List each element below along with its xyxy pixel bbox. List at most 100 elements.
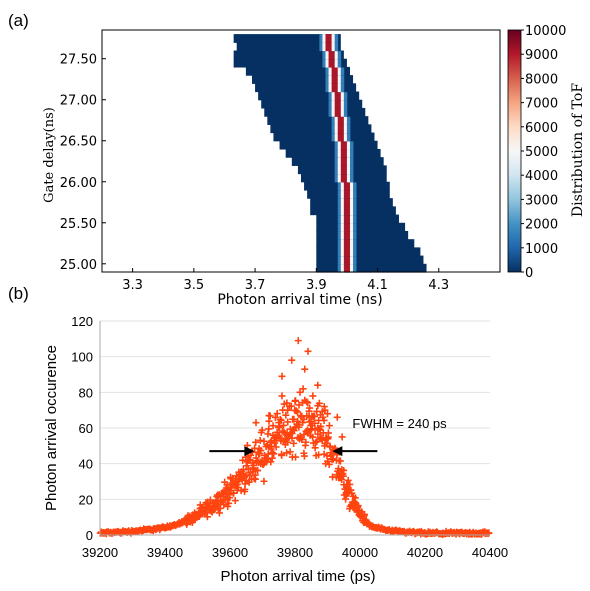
heatmap-cell — [353, 222, 357, 232]
scatter-point — [312, 438, 320, 446]
y-tick-label: 25.00 — [60, 258, 97, 273]
panel-a-x-ticks: 3.3 3.5 3.7 3.9 4.1 4.3 — [122, 268, 449, 293]
scatter-point — [276, 422, 284, 430]
heatmap-background-cell — [285, 148, 381, 158]
heatmap-cell — [343, 157, 348, 166]
scatter-point — [291, 397, 299, 405]
heatmap-cell — [322, 50, 326, 60]
scatter-point — [294, 408, 302, 416]
x-tick-label: 3.3 — [122, 278, 143, 293]
heatmap-cell — [343, 181, 348, 191]
scatter-point — [259, 461, 267, 469]
heatmap-cell — [337, 189, 342, 199]
heatmap-cell — [328, 107, 333, 117]
heatmap-row — [258, 91, 360, 101]
heatmap-cell — [337, 140, 342, 150]
colorbar-tick-label: 2000 — [525, 218, 558, 233]
scatter-point — [252, 438, 260, 446]
scatter-point — [344, 476, 352, 484]
heatmap-row — [316, 230, 409, 240]
panel-b-y-ticks: 0 20 40 60 80 100 120 — [71, 314, 93, 543]
y-tick-label: 0 — [86, 528, 93, 543]
y-tick-label: 40 — [79, 457, 93, 472]
scatter-point — [333, 413, 341, 421]
scatter-point — [264, 430, 272, 438]
scatter-point — [304, 347, 312, 355]
colorbar-tick-label: 4000 — [525, 169, 558, 184]
heatmap-cell — [346, 116, 351, 125]
heatmap-cell — [349, 263, 354, 273]
heatmap-row — [245, 66, 350, 76]
panel-b-y-axis-label: Photon arrival occurence — [43, 345, 60, 511]
heatmap-background-cell — [316, 263, 427, 273]
scatter-point — [220, 501, 228, 509]
heatmap-row — [316, 214, 399, 224]
heatmap-background-cell — [316, 239, 415, 248]
x-tick-label: 4.3 — [428, 278, 449, 293]
scatter-point — [252, 419, 260, 427]
scatter-point — [271, 413, 279, 421]
scatter-point — [256, 436, 264, 444]
heatmap-cell — [349, 165, 354, 175]
scatter-point — [233, 480, 241, 488]
heatmap-cell — [343, 124, 348, 134]
scatter-point — [342, 495, 350, 503]
y-tick-label: 27.00 — [60, 94, 97, 109]
x-tick-label: 39400 — [147, 545, 183, 560]
heatmap-background-cell — [267, 116, 369, 125]
heatmap-cell — [349, 189, 354, 199]
scatter-point — [295, 423, 303, 431]
heatmap-cell — [334, 165, 339, 175]
heatmap-cell — [328, 83, 333, 93]
heatmap-cell — [328, 42, 333, 52]
panel-b-label: (b) — [8, 284, 29, 303]
heatmap-cell — [337, 50, 342, 60]
heatmap-cell — [349, 173, 354, 183]
scatter-point — [271, 439, 279, 447]
heatmap-cell — [346, 214, 351, 224]
heatmap-cell — [340, 181, 345, 191]
heatmap-cell — [337, 58, 342, 68]
heatmap-cell — [337, 124, 342, 134]
heatmap-cell — [349, 157, 354, 166]
heatmap-background-cell — [264, 107, 366, 117]
heatmap-cell — [331, 107, 336, 117]
heatmap-cell — [340, 148, 345, 158]
y-tick-label: 26.50 — [60, 135, 97, 150]
scatter-point — [203, 513, 211, 521]
heatmap-cell — [340, 173, 345, 183]
heatmap-row — [310, 198, 393, 207]
y-tick-label: 20 — [79, 492, 93, 507]
scatter-point — [237, 487, 245, 495]
panel-a-y-ticks: 25.00 25.50 26.00 26.50 27.00 27.50 — [60, 53, 106, 273]
heatmap-cell — [334, 107, 339, 117]
heatmap-background-cell — [233, 34, 341, 43]
y-tick-label: 26.00 — [60, 176, 97, 191]
heatmap-cell — [343, 173, 348, 183]
heatmap-cell — [331, 99, 336, 109]
heatmap-row — [316, 239, 415, 248]
scatter-point — [338, 433, 346, 441]
heatmap-cell — [319, 34, 323, 43]
heatmap-row — [285, 148, 381, 158]
heatmap-cell — [337, 148, 342, 158]
heatmap-cell — [331, 50, 336, 60]
heatmap-cell — [319, 42, 323, 52]
heatmap-cell — [331, 91, 336, 101]
heatmap-cell — [337, 255, 342, 265]
heatmap-cell — [337, 91, 342, 101]
heatmap-cell — [340, 206, 345, 216]
heatmap-row — [316, 263, 427, 273]
colorbar-tick-label: 8000 — [525, 72, 558, 87]
heatmap-background-cell — [258, 91, 360, 101]
heatmap-row — [233, 58, 347, 68]
colorbar-tick-label: 9000 — [525, 48, 558, 63]
scatter-point — [336, 457, 344, 465]
heatmap-cell — [349, 140, 354, 150]
scatter-point — [241, 485, 249, 493]
heatmap-cell — [353, 230, 357, 240]
x-tick-label: 3.7 — [245, 278, 266, 293]
scatter-point — [257, 447, 265, 455]
heatmap-cell — [331, 42, 336, 52]
y-tick-label: 27.50 — [60, 53, 97, 68]
